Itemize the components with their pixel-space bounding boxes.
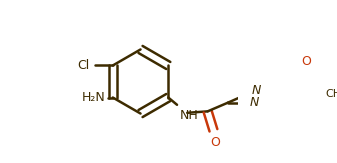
Text: CH₃: CH₃	[325, 89, 337, 99]
Text: N: N	[250, 96, 259, 109]
Text: N: N	[252, 84, 261, 97]
Text: O: O	[301, 55, 311, 68]
Text: O: O	[210, 136, 220, 149]
Text: H₂N: H₂N	[82, 91, 105, 104]
Text: NH: NH	[180, 109, 199, 122]
Text: Cl: Cl	[77, 59, 90, 72]
